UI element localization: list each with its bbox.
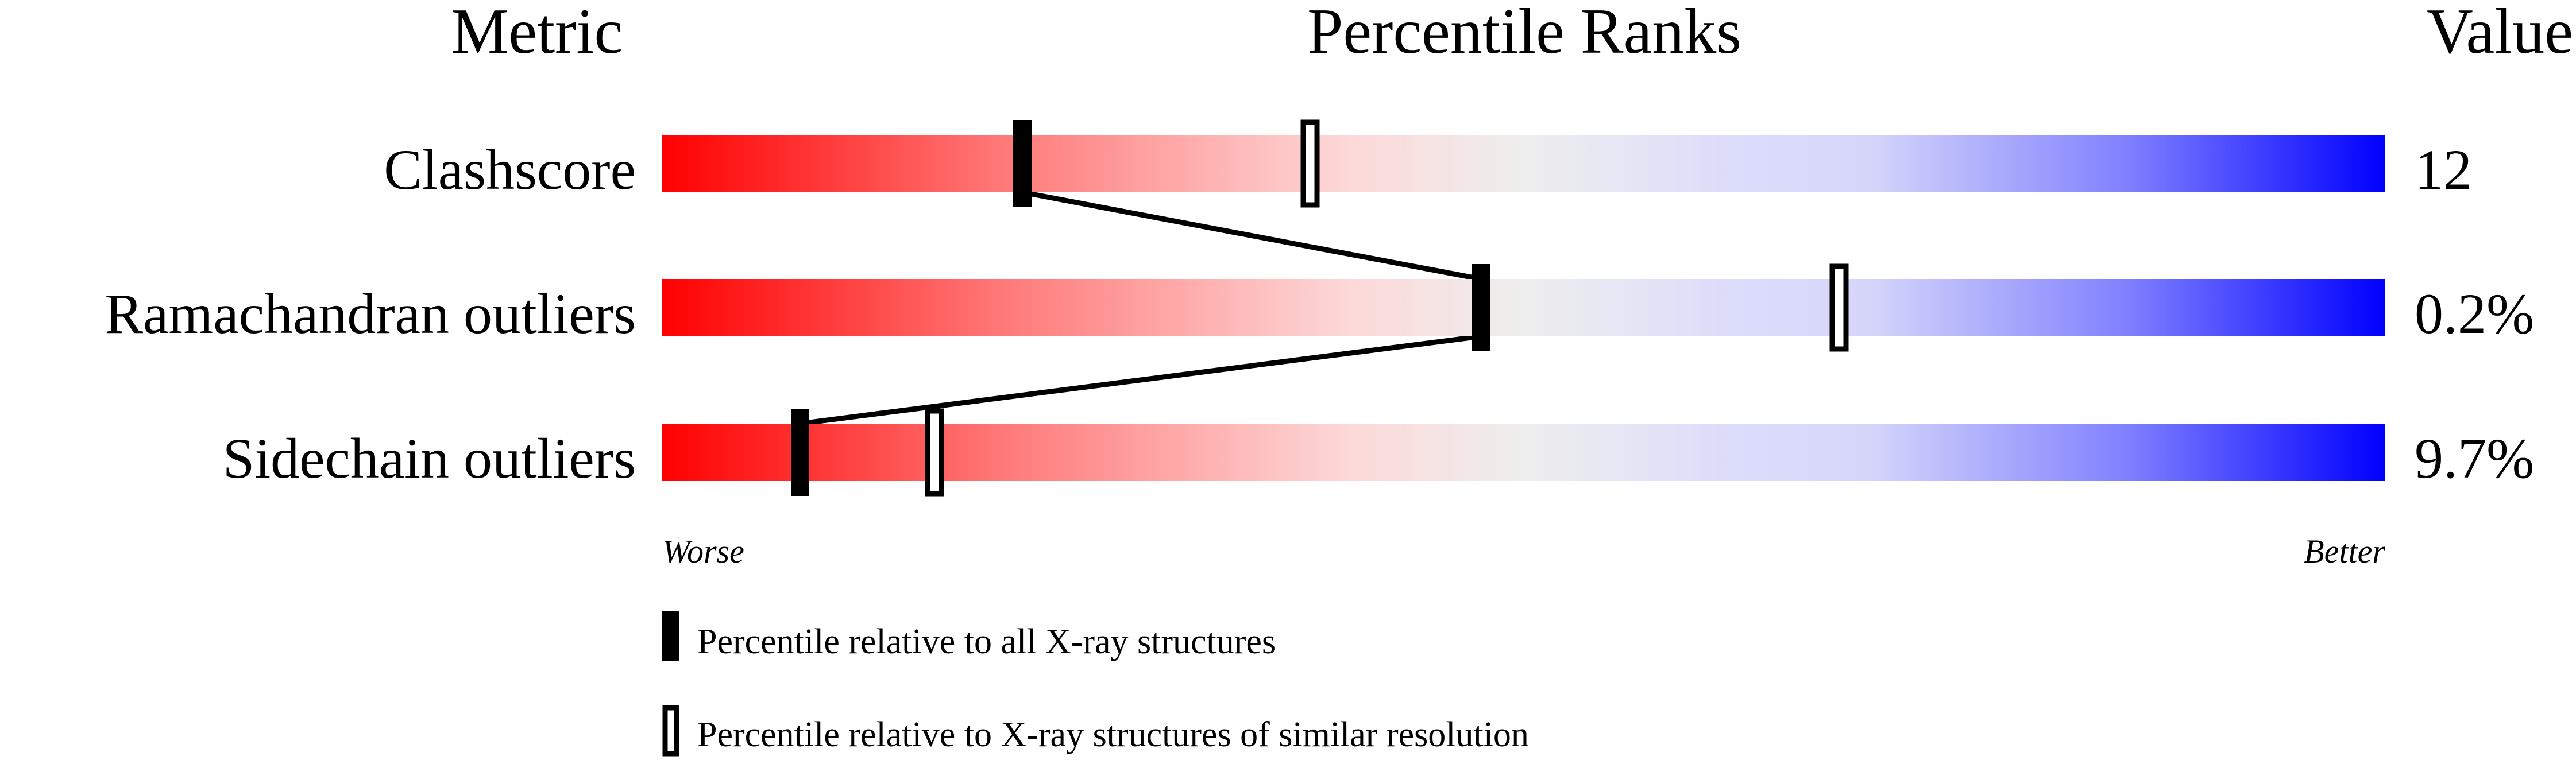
metric-label: Ramachandran outliers bbox=[105, 282, 636, 346]
metric-value: 9.7% bbox=[2415, 426, 2534, 490]
similar-resolution-marker bbox=[1829, 263, 1849, 352]
legend-open-marker bbox=[662, 705, 679, 757]
connector-line bbox=[800, 334, 1481, 426]
worse-label: Worse bbox=[662, 533, 744, 570]
legend-filled-marker bbox=[662, 611, 679, 661]
better-label: Better bbox=[2304, 533, 2385, 570]
metric-value: 0.2% bbox=[2415, 282, 2534, 346]
connector-line bbox=[1022, 189, 1481, 282]
value-header: Value bbox=[2427, 0, 2573, 67]
percentile-bar bbox=[662, 279, 2385, 336]
percentile-bar bbox=[662, 424, 2385, 481]
all-structures-marker bbox=[1013, 120, 1032, 207]
percentile-bar bbox=[662, 135, 2385, 192]
metric-header: Metric bbox=[451, 0, 623, 67]
similar-resolution-marker bbox=[1300, 119, 1320, 208]
legend-similar-label: Percentile relative to X-ray structures … bbox=[697, 715, 1529, 754]
similar-resolution-marker bbox=[925, 408, 944, 497]
all-structures-marker bbox=[1472, 264, 1490, 351]
metric-value: 12 bbox=[2415, 138, 2472, 201]
all-structures-marker bbox=[791, 409, 809, 496]
legend-all-label: Percentile relative to all X-ray structu… bbox=[697, 622, 1276, 661]
chart-title: Percentile Ranks bbox=[1307, 0, 1741, 67]
metric-label: Clashscore bbox=[384, 138, 636, 201]
metric-label: Sidechain outliers bbox=[223, 426, 636, 490]
